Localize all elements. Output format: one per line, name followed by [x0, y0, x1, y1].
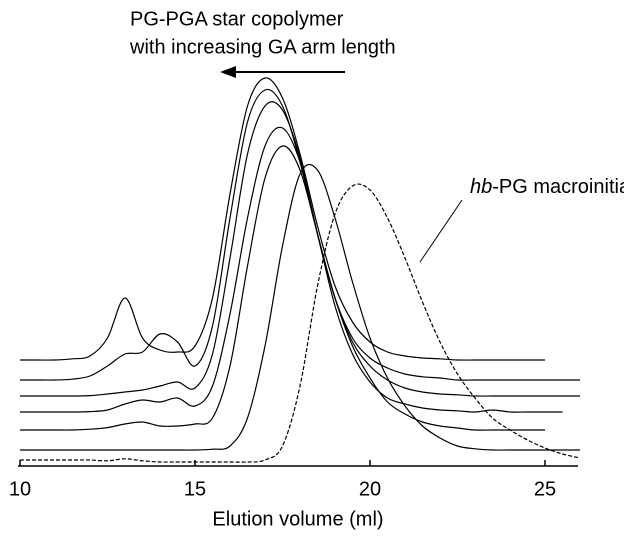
x-tick-label: 15	[184, 478, 206, 500]
trace	[19, 183, 581, 463]
trace	[19, 163, 580, 451]
trace	[20, 145, 545, 431]
annotation-text: -PG macroinitiator	[492, 176, 624, 198]
trace	[20, 126, 563, 413]
arrow-head	[220, 66, 236, 78]
x-axis-label: Elution volume (ml)	[212, 508, 383, 530]
trace	[20, 77, 545, 361]
leader-line	[419, 199, 463, 263]
annotation: PG-PGA star copolymer	[130, 8, 344, 30]
trace	[19, 101, 580, 397]
trace	[19, 88, 580, 381]
annotation-italic: hb	[470, 176, 492, 198]
annotation: with increasing GA arm length	[129, 36, 396, 58]
x-tick-label: 20	[359, 478, 381, 500]
annotation: hb-PG macroinitiator	[470, 176, 624, 198]
x-tick-label: 10	[9, 478, 31, 500]
x-tick-label: 25	[534, 478, 556, 500]
